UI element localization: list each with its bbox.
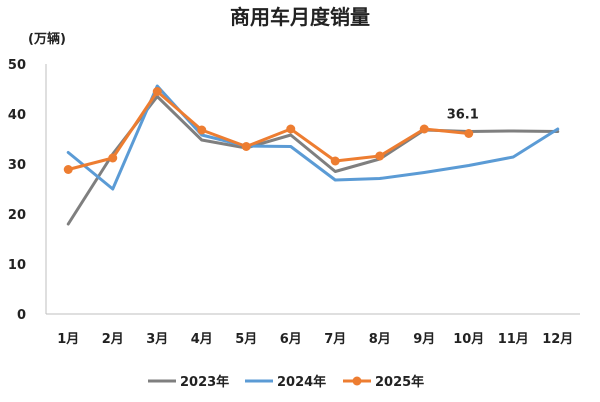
data-point xyxy=(152,87,162,96)
y-tick-label: 40 xyxy=(8,108,26,123)
data-point xyxy=(241,142,251,151)
chart-title: 商用车月度销量 xyxy=(230,5,370,29)
y-tick-label: 10 xyxy=(8,258,26,273)
series-2 xyxy=(66,84,560,191)
x-tick-label: 10月 xyxy=(453,332,484,347)
x-tick-label: 3月 xyxy=(146,332,168,347)
legend-label: 2025年 xyxy=(375,374,424,390)
x-tick-label: 1月 xyxy=(57,332,79,347)
data-point xyxy=(375,151,385,161)
x-tick-label: 9月 xyxy=(413,332,435,347)
x-tick-label: 4月 xyxy=(191,332,213,347)
x-axis-ticks: 1月 2月 3月 4月 5月 6月 7月 8月 9月 10月 11月 12月 xyxy=(57,332,573,347)
x-tick-label: 2月 xyxy=(102,332,124,347)
annotation-layer: 36.1 xyxy=(447,108,479,123)
data-label: 36.1 xyxy=(447,108,479,123)
data-point xyxy=(108,153,118,163)
legend-label: 2023年 xyxy=(180,374,229,390)
data-point xyxy=(419,124,429,134)
series-line xyxy=(66,90,471,171)
x-tick-label: 11月 xyxy=(498,332,529,347)
x-tick-label: 7月 xyxy=(324,332,346,347)
legend-item: 2023年 xyxy=(148,374,229,390)
legend-item: 2024年 xyxy=(245,374,326,390)
y-axis-ticks: 0 10 20 30 40 50 xyxy=(8,58,26,323)
y-tick-label: 30 xyxy=(8,158,26,173)
y-tick-label: 0 xyxy=(17,308,26,323)
axes xyxy=(45,64,580,315)
y-tick-label: 50 xyxy=(8,58,26,73)
legend-marker xyxy=(352,376,362,386)
x-tick-label: 5月 xyxy=(235,332,257,347)
x-tick-label: 6月 xyxy=(280,332,302,347)
y-axis-unit-label: (万辆) xyxy=(28,31,66,47)
legend: 2023年 2024年 2025年 xyxy=(148,374,424,390)
x-tick-label: 12月 xyxy=(542,332,573,347)
series-layer xyxy=(63,84,560,226)
data-point xyxy=(330,156,340,166)
data-point xyxy=(464,129,474,138)
y-tick-label: 20 xyxy=(8,208,26,223)
x-tick-label: 8月 xyxy=(369,332,391,347)
series-3 xyxy=(63,87,474,174)
legend-item: 2025年 xyxy=(343,374,424,390)
data-point xyxy=(63,165,73,174)
series-line xyxy=(66,84,560,191)
data-point xyxy=(286,124,296,134)
data-point xyxy=(197,125,207,135)
legend-label: 2024年 xyxy=(277,374,326,390)
